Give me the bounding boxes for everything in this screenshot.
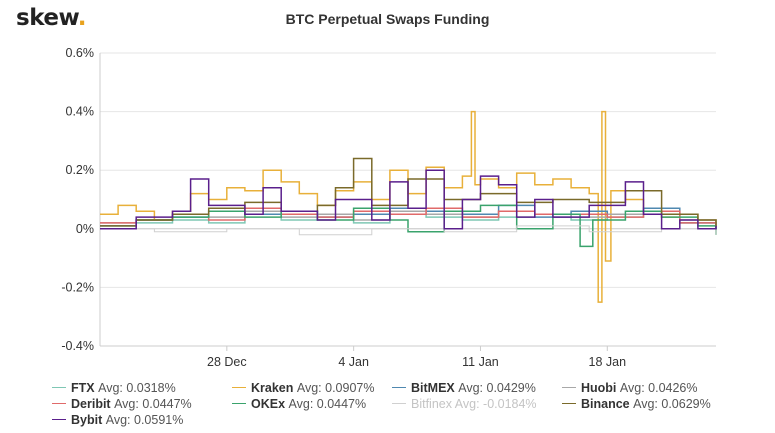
legend-item-deribit[interactable]: Deribit Avg: 0.0447% bbox=[52, 397, 192, 412]
legend-swatch bbox=[52, 403, 66, 405]
y-tick-label: 0.2% bbox=[66, 163, 95, 177]
legend-swatch bbox=[562, 387, 576, 389]
y-tick-label: 0.4% bbox=[66, 105, 95, 119]
legend-series-name: Huobi bbox=[581, 381, 620, 395]
y-axis: -0.4% -0.2% 0% 0.2% 0.4% 0.6% bbox=[61, 46, 101, 353]
logo-text: skew bbox=[16, 5, 78, 31]
legend-series-name: Bybit bbox=[71, 413, 106, 427]
series-line-kraken bbox=[100, 110, 717, 303]
y-tick-label: -0.4% bbox=[61, 339, 94, 353]
x-tick-label: 11 Jan bbox=[462, 355, 499, 369]
chart-title: BTC Perpetual Swaps Funding bbox=[285, 11, 490, 27]
legend-swatch bbox=[392, 403, 406, 405]
legend-series-name: OKEx bbox=[251, 397, 289, 411]
series-lines bbox=[100, 110, 717, 303]
legend-series-name: BitMEX bbox=[411, 381, 459, 395]
legend-item-kraken[interactable]: Kraken Avg: 0.0907% bbox=[232, 381, 374, 396]
legend-series-avg: Avg: 0.0907% bbox=[296, 381, 375, 395]
legend-swatch bbox=[52, 419, 66, 421]
x-tick-label: 4 Jan bbox=[338, 355, 369, 369]
legend-item-okex[interactable]: OKEx Avg: 0.0447% bbox=[232, 397, 366, 412]
legend-swatch bbox=[232, 403, 246, 405]
legend-swatch bbox=[392, 387, 406, 389]
legend-series-avg: Avg: 0.0318% bbox=[98, 381, 176, 395]
legend-item-bitmex[interactable]: BitMEX Avg: 0.0429% bbox=[392, 381, 536, 396]
legend-series-avg: Avg: 0.0629% bbox=[633, 397, 711, 411]
skew-logo: skew. bbox=[16, 5, 87, 31]
funding-chart: -0.4% -0.2% 0% 0.2% 0.4% 0.6% 28 Dec 4 Jan 11 J… bbox=[61, 46, 717, 369]
legend-series-avg: Avg: -0.0184% bbox=[454, 397, 537, 411]
legend-series-avg: Avg: 0.0591% bbox=[105, 413, 184, 427]
legend-series-avg: Avg: 0.0447% bbox=[114, 397, 192, 411]
legend-series-avg: Avg: 0.0426% bbox=[619, 381, 698, 395]
logo-dot: . bbox=[77, 5, 87, 31]
legend-series-avg: Avg: 0.0447% bbox=[288, 397, 367, 411]
legend-series-name: Deribit bbox=[71, 397, 115, 411]
legend-series-name: Binance bbox=[581, 397, 634, 411]
legend-item-huobi[interactable]: Huobi Avg: 0.0426% bbox=[562, 381, 698, 396]
legend-item-bitfinex[interactable]: Bitfinex Avg: -0.0184% bbox=[392, 397, 537, 412]
y-tick-label: -0.2% bbox=[61, 280, 94, 294]
legend-series-name: Bitfinex bbox=[411, 397, 455, 411]
y-tick-label: 0.6% bbox=[66, 46, 95, 60]
x-tick-label: 18 Jan bbox=[589, 355, 627, 369]
legend-swatch bbox=[232, 387, 246, 389]
x-tick-label: 28 Dec bbox=[207, 355, 247, 369]
legend-series-name: Kraken bbox=[251, 381, 297, 395]
x-axis: 28 Dec 4 Jan 11 Jan 18 Jan bbox=[100, 345, 716, 369]
legend-item-binance[interactable]: Binance Avg: 0.0629% bbox=[562, 397, 711, 412]
series-line-bybit bbox=[100, 169, 717, 230]
legend-swatch bbox=[52, 387, 66, 389]
legend-series-name: FTX bbox=[71, 381, 99, 395]
legend-swatch bbox=[562, 403, 576, 405]
legend-item-ftx[interactable]: FTX Avg: 0.0318% bbox=[52, 381, 176, 396]
legend-series-avg: Avg: 0.0429% bbox=[458, 381, 536, 395]
legend-item-bybit[interactable]: Bybit Avg: 0.0591% bbox=[52, 413, 183, 428]
y-tick-label: 0% bbox=[76, 222, 94, 236]
